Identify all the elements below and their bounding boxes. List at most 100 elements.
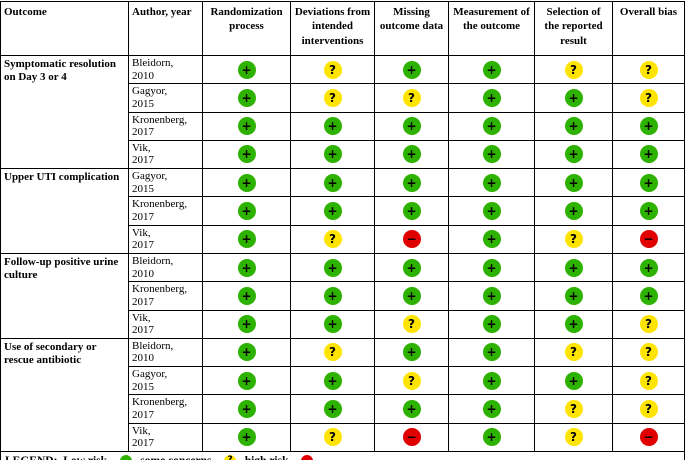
high-risk-icon: −: [402, 428, 421, 447]
table-row: Kronenberg, 2017 + + + + + +: [1, 111, 685, 141]
judgement-cell: +: [202, 168, 291, 198]
author-cell: Bleidorn, 2010: [128, 252, 203, 283]
some-concerns-icon: ?: [639, 343, 658, 362]
judgement-cell: +: [612, 139, 685, 170]
author-cell: Gagyor, 2015: [128, 83, 203, 113]
low-risk-icon: +: [237, 173, 256, 192]
judgement-cell: +: [202, 83, 291, 113]
low-risk-icon: +: [639, 258, 658, 277]
judgement-cell: ?: [290, 83, 375, 113]
judgement-cell: ?: [290, 224, 375, 254]
low-risk-icon: +: [564, 286, 583, 305]
judgement-cell: ?: [612, 366, 685, 396]
high-risk-icon: −: [639, 230, 658, 249]
col-header-deviations: Deviations from intended interventions: [290, 1, 375, 56]
low-risk-icon: +: [402, 202, 421, 221]
judgement-cell: +: [290, 139, 375, 170]
high-risk-icon: −: [402, 230, 421, 249]
judgement-cell: ?: [290, 422, 375, 452]
judgement-cell: +: [534, 196, 613, 226]
judgement-cell: ?: [290, 337, 375, 368]
some-concerns-icon: ?: [564, 230, 583, 249]
table-row: Follow-up positive urine culture Bleidorn…: [0, 252, 685, 339]
legend-row: LEGEND: Low risk - , some concerns - ? ,…: [0, 450, 685, 460]
low-risk-icon: +: [564, 145, 583, 164]
header-row: Outcome Author, year Randomization proce…: [0, 1, 685, 56]
some-concerns-icon: ?: [402, 315, 421, 334]
judgement-cell: +: [290, 309, 375, 339]
judgement-cell: ?: [374, 309, 449, 339]
judgement-cell: +: [534, 252, 613, 283]
judgement-cell: +: [374, 252, 449, 283]
low-risk-icon: +: [564, 117, 583, 136]
low-risk-icon: +: [402, 258, 421, 277]
judgement-cell: +: [202, 111, 291, 141]
low-risk-icon: +: [482, 230, 501, 249]
judgement-cell: +: [202, 394, 291, 424]
some-concerns-icon: ?: [402, 88, 421, 107]
author-cell: Vik, 2017: [128, 139, 203, 170]
low-risk-icon: +: [237, 60, 256, 79]
judgement-cell: +: [374, 139, 449, 170]
high-risk-icon: −: [639, 428, 658, 447]
table-row: Kronenberg, 2017 + + + +??: [1, 394, 685, 424]
judgement-cell: +: [534, 139, 613, 170]
judgement-cell: +: [448, 224, 535, 254]
some-concerns-icon: ?: [639, 400, 658, 419]
low-risk-icon: +: [237, 117, 256, 136]
low-risk-icon: +: [482, 145, 501, 164]
judgement-cell: +: [202, 309, 291, 339]
author-cell: Kronenberg, 2017: [128, 196, 203, 226]
col-header-outcome: Outcome: [0, 1, 129, 56]
low-risk-icon: +: [639, 173, 658, 192]
low-risk-icon: +: [323, 258, 342, 277]
some-concerns-icon: ?: [564, 400, 583, 419]
judgement-cell: −: [612, 422, 685, 452]
judgement-cell: +: [448, 281, 535, 311]
rob-table-body: Symptomatic resolution on Day 3 or 4 Blei…: [0, 54, 685, 452]
outcome-cell: Upper UTI complication: [0, 168, 129, 254]
some-concerns-icon: ?: [323, 343, 342, 362]
low-risk-icon: +: [482, 428, 501, 447]
col-header-selection-of-result: Selection of the reported result: [534, 1, 613, 56]
low-risk-icon: +: [482, 315, 501, 334]
judgement-cell: +: [202, 422, 291, 452]
some-concerns-icon: ?: [639, 60, 658, 79]
table-row: Gagyor, 2015 +?? + +?: [1, 83, 685, 113]
judgement-cell: +: [202, 54, 291, 85]
judgement-cell: ?: [612, 337, 685, 368]
author-cell: Bleidorn, 2010: [128, 337, 203, 368]
judgement-cell: +: [290, 111, 375, 141]
judgement-cell: +: [534, 83, 613, 113]
low-risk-icon: +: [237, 230, 256, 249]
low-risk-icon: +: [564, 202, 583, 221]
judgement-cell: +: [448, 83, 535, 113]
judgement-cell: +: [374, 337, 449, 368]
judgement-cell: +: [374, 394, 449, 424]
judgement-cell: +: [202, 196, 291, 226]
low-risk-icon: +: [402, 117, 421, 136]
some-concerns-icon: ?: [323, 88, 342, 107]
col-header-overall-bias: Overall bias: [612, 1, 685, 56]
judgement-cell: +: [534, 168, 613, 198]
low-risk-icon: +: [564, 88, 583, 107]
judgement-cell: ?: [534, 422, 613, 452]
author-cell: Kronenberg, 2017: [128, 281, 203, 311]
outcome-cell: Symptomatic resolution on Day 3 or 4: [0, 54, 129, 170]
some-concerns-icon: ?: [639, 315, 658, 334]
low-risk-icon: +: [323, 117, 342, 136]
author-cell: Kronenberg, 2017: [128, 111, 203, 141]
table-row: Vik, 2017 + + + + + +: [1, 139, 685, 170]
low-risk-icon: +: [237, 286, 256, 305]
author-cell: Vik, 2017: [128, 422, 203, 452]
outcome-cell: Follow-up positive urine culture: [0, 252, 129, 339]
table-row: Use of secondary or rescue antibiotic Ble…: [0, 337, 685, 452]
judgement-cell: +: [374, 196, 449, 226]
some-concerns-icon: ?: [639, 88, 658, 107]
author-cell: Vik, 2017: [128, 224, 203, 254]
judgement-cell: ?: [612, 394, 685, 424]
some-concerns-icon: ?: [639, 371, 658, 390]
low-risk-icon: +: [237, 400, 256, 419]
judgement-cell: +: [534, 281, 613, 311]
